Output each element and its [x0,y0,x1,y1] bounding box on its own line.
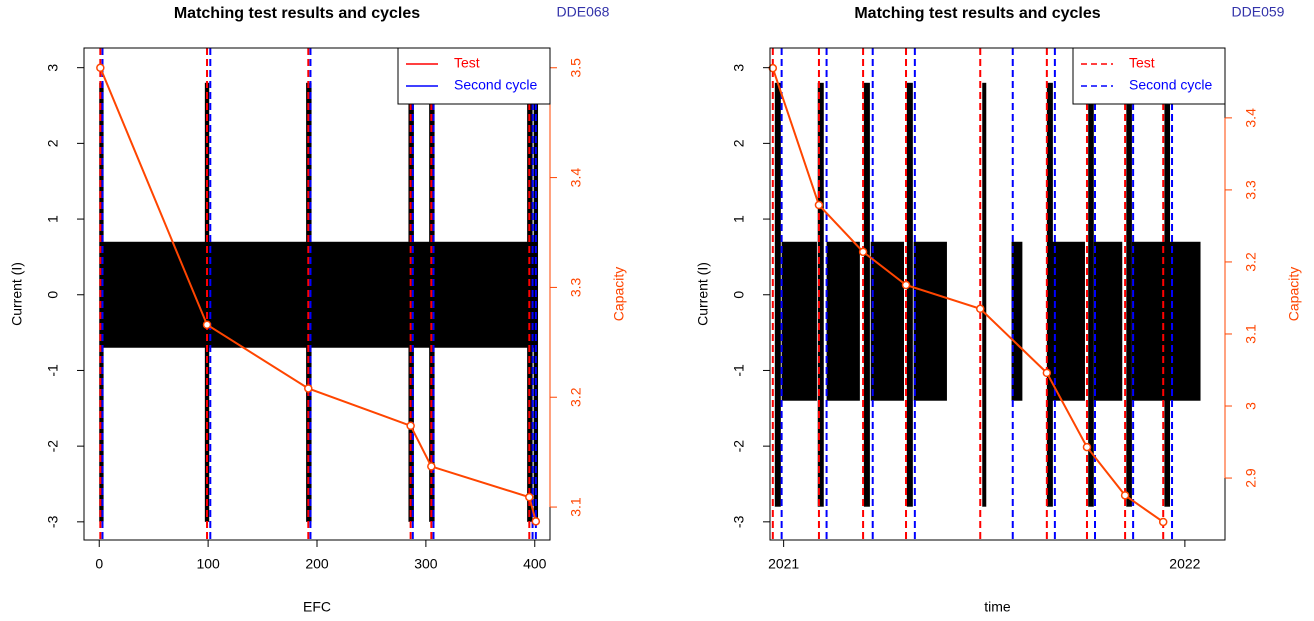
current-block [781,241,817,401]
legend-box [1072,47,1226,105]
y-tick-label: 3 [45,64,61,72]
current-block [1126,82,1132,507]
x-axis-label: time [984,599,1011,615]
y-tick-label: 0 [731,291,747,299]
y2-axis-label: Capacity [1286,267,1302,321]
y2-tick-label: 3.2 [1243,252,1259,272]
y-tick-label: 1 [45,215,61,223]
dataset-tag: DDE059 [1232,4,1285,20]
y-axis-label: Current (I) [695,262,711,326]
y-tick-label: -3 [45,515,61,528]
current-block [1088,82,1094,507]
capacity-point [96,63,105,73]
current-block [1051,241,1085,401]
x-tick-label: 2021 [768,556,799,572]
y2-tick-label: 3.3 [1243,180,1259,200]
capacity-point [975,304,985,314]
current-block [1046,82,1053,507]
current-block [99,82,104,522]
legend-label: Test [454,55,480,71]
y-tick-label: -2 [731,440,747,453]
current-block [982,82,987,507]
x-axis-label: EFC [303,599,331,615]
y2-tick-label: 3.3 [568,277,584,297]
capacity-point [406,421,415,431]
capacity-point [814,200,824,210]
chart-title: Matching test results and cycles [854,5,1100,22]
y-tick-label: -2 [45,440,61,453]
y-tick-label: 2 [731,139,747,147]
current-block [906,82,913,507]
y2-tick-label: 3.1 [568,497,584,517]
current-block [774,82,781,507]
legend-box [397,47,551,105]
y-tick-label: 3 [731,64,747,72]
y2-tick-label: 3.5 [568,58,584,78]
y-tick-label: -1 [731,364,747,377]
legend-label: Test [1129,55,1155,71]
chart-title: Matching test results and cycles [174,5,420,22]
current-block [913,241,947,401]
x-tick-label: 100 [196,556,220,572]
dataset-tag: DDE068 [557,4,610,20]
capacity-point [531,517,541,526]
current-block [101,241,535,348]
x-tick-label: 400 [523,556,547,572]
capacity-point [525,492,534,502]
capacity-point [858,247,868,257]
y2-tick-label: 2.9 [1243,468,1259,488]
y2-tick-label: 3.4 [1243,108,1259,128]
x-tick-label: 0 [95,556,103,572]
capacity-point [1082,442,1092,452]
y2-tick-label: 3.4 [568,168,584,188]
y-axis-label: Current (I) [9,262,25,326]
y2-tick-label: 3.1 [1243,324,1259,344]
legend-label: Second cycle [454,77,537,93]
y-tick-label: -3 [731,515,747,528]
capacity-point [202,320,212,329]
legend-label: Second cycle [1129,77,1212,93]
y-tick-label: 2 [45,139,61,147]
capacity-point [1042,368,1052,378]
y-tick-label: -1 [45,364,61,377]
y-tick-label: 1 [731,215,747,223]
current-block [1093,241,1123,401]
capacity-point [427,462,436,471]
y2-axis-label: Capacity [611,267,627,321]
current-block [1164,82,1171,507]
y2-tick-label: 3.2 [568,387,584,407]
capacity-point [304,384,313,393]
y2-tick-label: 3 [1243,402,1259,410]
y-tick-label: 0 [45,291,61,299]
current-block [1011,241,1023,401]
current-block [870,241,905,401]
current-block [817,82,824,507]
capacity-point [1158,517,1168,527]
x-tick-label: 300 [414,556,438,572]
current-block [863,82,870,507]
capacity-point [1120,491,1130,500]
capacity-point [901,280,911,290]
current-block [826,241,860,401]
x-tick-label: 2022 [1169,556,1200,572]
x-tick-label: 200 [305,556,329,572]
